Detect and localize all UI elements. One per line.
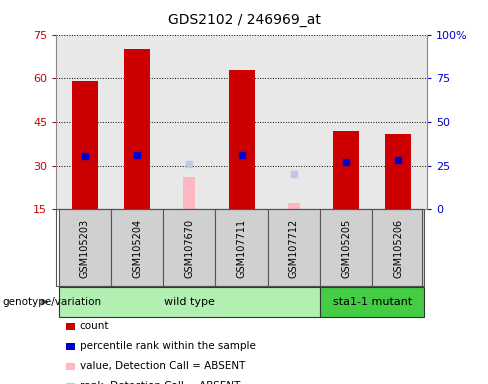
Bar (124, 49, 150, 209)
Text: GSM105205: GSM105205 (341, 218, 351, 278)
Bar (163, 209, 215, 286)
Text: genotype/variation: genotype/variation (2, 297, 102, 307)
Text: GSM107670: GSM107670 (184, 218, 194, 278)
Bar (59, 287, 320, 317)
Text: value, Detection Call = ABSENT: value, Detection Call = ABSENT (80, 361, 245, 371)
Bar (183, 177, 195, 209)
Bar (268, 209, 320, 286)
Text: GSM107711: GSM107711 (237, 218, 246, 278)
Text: GDS2102 / 246969_at: GDS2102 / 246969_at (167, 13, 321, 27)
Bar (320, 209, 372, 286)
Text: count: count (80, 321, 109, 331)
Bar (215, 209, 268, 286)
Bar (228, 70, 255, 209)
Bar (288, 204, 300, 209)
Text: GSM105204: GSM105204 (132, 218, 142, 278)
Bar (333, 131, 359, 209)
Text: GSM105203: GSM105203 (80, 218, 90, 278)
Bar (372, 209, 425, 286)
Bar (385, 134, 411, 209)
Bar (72, 81, 98, 209)
Text: percentile rank within the sample: percentile rank within the sample (80, 341, 255, 351)
Text: wild type: wild type (164, 297, 215, 307)
Text: GSM105206: GSM105206 (393, 218, 403, 278)
Bar (111, 209, 163, 286)
Text: GSM107712: GSM107712 (289, 218, 299, 278)
Bar (59, 209, 111, 286)
Text: rank, Detection Call = ABSENT: rank, Detection Call = ABSENT (80, 381, 240, 384)
Text: sta1-1 mutant: sta1-1 mutant (332, 297, 412, 307)
Bar (320, 287, 425, 317)
